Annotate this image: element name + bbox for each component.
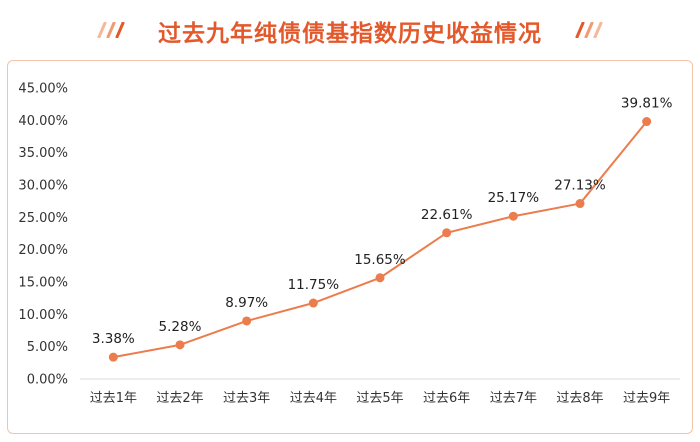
data-point [375,273,385,283]
y-tick-label: 0.00% [27,373,68,388]
y-tick-label: 40.00% [18,114,68,129]
data-point [575,199,585,209]
y-tick-label: 5.00% [27,340,68,355]
data-point [175,340,185,350]
y-tick-label: 15.00% [18,276,68,291]
x-tick-label: 过去3年 [223,391,270,406]
data-label: 27.13% [554,178,606,194]
x-tick-label: 过去5年 [356,391,403,406]
y-tick-label: 25.00% [18,211,68,226]
title-bar: 过去九年纯债债基指数历史收益情况 [0,0,700,56]
data-label: 5.28% [159,319,202,335]
data-point [442,228,452,238]
y-tick-label: 45.00% [18,82,68,97]
data-label: 3.38% [92,331,135,347]
data-label: 39.81% [621,96,673,112]
data-point [508,211,518,221]
data-label: 25.17% [488,190,540,206]
data-label: 8.97% [225,295,268,311]
data-point [642,117,652,127]
data-point [108,352,118,362]
data-label: 15.65% [354,252,406,268]
y-tick-label: 10.00% [18,308,68,323]
y-tick-label: 20.00% [18,243,68,258]
y-tick-label: 30.00% [18,179,68,194]
data-point [308,298,318,308]
data-point [242,316,252,326]
data-label: 22.61% [421,207,473,223]
data-label: 11.75% [288,277,340,293]
chart-frame [7,60,693,434]
x-tick-label: 过去7年 [490,391,537,406]
y-tick-label: 35.00% [18,146,68,161]
chart-title: 过去九年纯债债基指数历史收益情况 [158,21,542,47]
right-slash-stripes-icon [575,22,603,38]
x-tick-label: 过去6年 [423,391,470,406]
x-tick-label: 过去9年 [623,391,670,406]
x-tick-label: 过去2年 [156,391,203,406]
x-tick-label: 过去1年 [90,391,137,406]
left-slash-stripes-icon [97,22,125,38]
x-tick-label: 过去8年 [556,391,603,406]
x-tick-label: 过去4年 [290,391,337,406]
